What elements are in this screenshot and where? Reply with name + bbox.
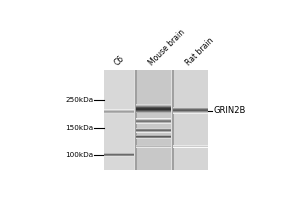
Text: 150kDa: 150kDa: [65, 125, 93, 131]
Text: Rat brain: Rat brain: [184, 36, 216, 68]
Bar: [136, 111, 171, 112]
Bar: [136, 70, 171, 170]
Bar: [104, 70, 134, 170]
Bar: [135, 70, 137, 170]
Text: Mouse brain: Mouse brain: [147, 28, 187, 68]
Bar: [173, 70, 208, 170]
Bar: [104, 70, 208, 170]
Bar: [136, 108, 171, 109]
Bar: [136, 106, 171, 107]
Bar: [136, 105, 171, 106]
Bar: [136, 110, 171, 111]
Text: C6: C6: [112, 54, 126, 68]
Text: 250kDa: 250kDa: [65, 97, 93, 103]
Bar: [172, 70, 174, 170]
Bar: [136, 104, 171, 105]
Bar: [136, 112, 171, 113]
Bar: [136, 109, 171, 110]
Text: GRIN2B: GRIN2B: [213, 106, 245, 115]
Text: 100kDa: 100kDa: [65, 152, 93, 158]
Bar: [136, 107, 171, 108]
